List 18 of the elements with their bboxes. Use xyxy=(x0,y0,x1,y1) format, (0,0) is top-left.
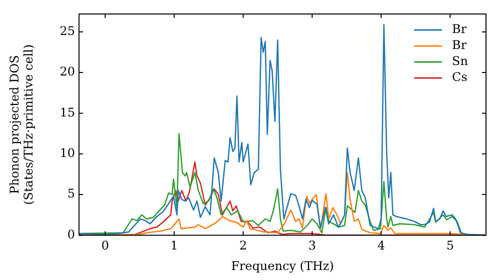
x-tick-label: 2 xyxy=(239,238,247,253)
y-axis-title: Phonon projected DOS (States/THz·primitive cell) xyxy=(7,44,36,205)
x-tick-label: 1 xyxy=(170,238,178,253)
x-tick-label: 5 xyxy=(446,238,454,253)
legend-label: Br xyxy=(452,22,467,36)
y-tick-label: 0 xyxy=(67,227,75,242)
y-tick-label: 25 xyxy=(60,24,75,38)
x-tick-label: 0 xyxy=(101,238,110,253)
x-tick-label: 4 xyxy=(377,238,386,253)
x-axis-title: Frequency (THz) xyxy=(231,258,334,273)
y-tick-label: 20 xyxy=(60,64,75,79)
y-tick-label: 15 xyxy=(60,105,75,120)
legend-label: Cs xyxy=(452,70,468,84)
x-tick-label: 3 xyxy=(308,238,316,253)
legend-label: Sn xyxy=(452,54,468,68)
y-tick-label: 10 xyxy=(60,146,75,160)
legend-label: Br xyxy=(452,38,467,52)
y-tick-label: 5 xyxy=(67,186,75,201)
